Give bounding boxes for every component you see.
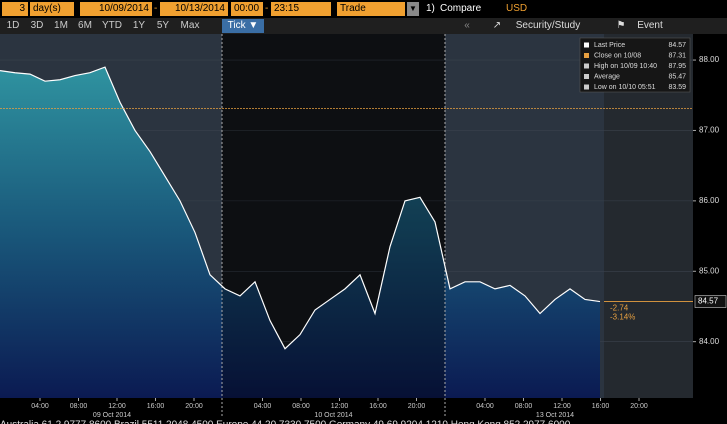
x-tick-label: 12:00	[331, 403, 349, 410]
legend-value: 83.59	[668, 84, 686, 91]
range-button[interactable]: 5Y	[156, 20, 170, 31]
x-tick-label: 08:00	[292, 403, 310, 410]
end-time-field[interactable]: 23:15	[271, 2, 331, 16]
day-shade	[222, 34, 445, 398]
price-area	[0, 67, 600, 398]
compare-button[interactable]: Compare	[440, 3, 482, 14]
date-label: 10 Oct 2014	[314, 412, 352, 419]
range-button[interactable]: 1M	[54, 20, 68, 31]
end-date-field[interactable]: 10/13/2014	[160, 2, 228, 16]
date-label: 09 Oct 2014	[93, 412, 131, 419]
legend-marker	[584, 53, 589, 58]
range-button[interactable]: 1Y	[132, 20, 146, 31]
x-tick-label: 12:00	[108, 403, 126, 410]
x-tick-label: 20:00	[408, 403, 426, 410]
legend-label: Close on 10/08	[594, 52, 641, 59]
range-button[interactable]: 1D	[6, 20, 20, 31]
legend-label: High on 10/09 10:40	[594, 63, 657, 70]
unit-field[interactable]: day(s)	[30, 2, 74, 16]
axis-panel	[693, 34, 727, 398]
y-tick-label: 86.00	[699, 196, 720, 205]
interval-label: Tick	[227, 20, 246, 31]
legend-marker	[584, 42, 589, 48]
x-tick-label: 04:00	[31, 403, 49, 410]
legend-label: Average	[594, 73, 620, 80]
legend-value: 87.95	[668, 63, 686, 70]
period-field[interactable]: 3	[2, 2, 28, 16]
change-pct: -3.14%	[610, 313, 635, 322]
x-tick-label: 16:00	[592, 403, 610, 410]
dash: -	[154, 3, 158, 14]
legend-value: 87.31	[668, 52, 686, 59]
dash: -	[265, 3, 269, 14]
last-label: 84.57	[698, 297, 719, 306]
x-tick-label: 16:00	[147, 403, 165, 410]
collapse-icon[interactable]: «	[464, 20, 470, 31]
y-tick-label: 87.00	[699, 126, 720, 135]
change: -2.74	[610, 304, 629, 313]
x-tick-label: 16:00	[369, 403, 387, 410]
y-tick-label: 84.00	[699, 337, 720, 346]
x-tick-label: 20:00	[185, 403, 203, 410]
range-button[interactable]: 3D	[30, 20, 44, 31]
range-button[interactable]: YTD	[102, 20, 122, 31]
interval-button[interactable]: Tick ▼	[222, 19, 264, 33]
x-tick-label: 20:00	[630, 403, 648, 410]
action-button[interactable]: Security/Study	[515, 20, 581, 31]
action-button[interactable]: Event	[637, 20, 663, 31]
legend-marker	[584, 74, 589, 79]
compare-number: 1)	[426, 3, 435, 14]
currency[interactable]: USD	[506, 3, 528, 14]
legend-marker	[584, 63, 589, 69]
legend: Last Price 84.57 Close on 10/08 87.31 High o…	[579, 37, 691, 93]
y-tick-label: 85.00	[699, 266, 720, 275]
event-field[interactable]: Trade	[337, 2, 405, 16]
legend-box	[579, 37, 691, 93]
x-tick-label: 08:00	[70, 403, 88, 410]
range-bar: Tick ▼ « ↗ Security/Study ⚑ Event 1D 3D 1M…	[0, 18, 727, 34]
last-box	[694, 295, 727, 308]
date-label: 13 Oct 2014	[536, 412, 574, 419]
price-line	[0, 66, 601, 350]
range-button[interactable]: 6M	[78, 20, 92, 31]
future-panel	[604, 34, 693, 398]
legend-label: Last Price	[594, 42, 625, 49]
x-tick-label: 12:00	[553, 403, 571, 410]
dropdown[interactable]: ▼	[407, 2, 419, 16]
range-button[interactable]: Max	[180, 20, 200, 31]
legend-value: 84.57	[668, 42, 686, 49]
legend-marker	[584, 84, 589, 90]
start-date-field[interactable]: 10/09/2014	[80, 2, 152, 16]
y-tick-label: 88.00	[699, 55, 720, 64]
x-tick-label: 04:00	[254, 403, 272, 410]
legend-label: Low on 10/10 05:51	[594, 84, 656, 91]
study-icon: ↗	[492, 20, 502, 31]
event-icon: ⚑	[616, 20, 626, 31]
legend-value: 85.47	[668, 73, 686, 80]
x-tick-label: 08:00	[515, 403, 533, 410]
x-tick-label: 04:00	[476, 403, 494, 410]
start-time-field[interactable]: 00:00	[231, 2, 263, 16]
chart: 84.00 85.00 86.00 87.00 88.00 84.57 -2.74-3.14…	[0, 34, 727, 424]
footer: Australia 61 2 9777 8600 Brazil 5511 204…	[0, 420, 571, 424]
